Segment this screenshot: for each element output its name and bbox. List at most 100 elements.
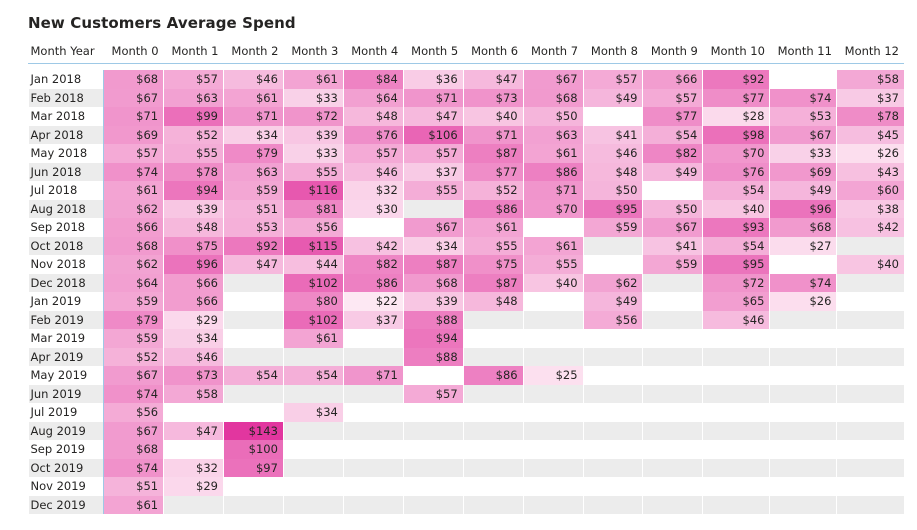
row-label: Dec 2018 bbox=[28, 273, 105, 292]
heatmap-cell bbox=[769, 310, 837, 329]
heatmap-cell: $95 bbox=[702, 255, 770, 274]
heatmap-cell: $98 bbox=[702, 125, 770, 144]
heatmap-cell bbox=[223, 292, 284, 311]
column-header[interactable]: Month 10 bbox=[702, 41, 770, 64]
heatmap-cell: $63 bbox=[223, 162, 284, 181]
heatmap-cell: $74 bbox=[769, 88, 837, 107]
heatmap-cell: $68 bbox=[103, 236, 164, 255]
heatmap-cell bbox=[282, 477, 344, 496]
heatmap-cell: $36 bbox=[402, 70, 464, 89]
column-header[interactable]: Month 9 bbox=[642, 41, 703, 64]
heatmap-cell: $62 bbox=[103, 199, 164, 218]
heatmap-cell: $37 bbox=[342, 310, 404, 329]
heatmap-cell: $92 bbox=[223, 236, 284, 255]
heatmap-cell bbox=[582, 255, 643, 274]
column-header[interactable]: Month 6 bbox=[463, 41, 524, 64]
row-label: Mar 2019 bbox=[28, 329, 105, 348]
row-label: Dec 2019 bbox=[28, 495, 105, 514]
heatmap-cell: $57 bbox=[642, 88, 703, 107]
heatmap-cell bbox=[582, 403, 643, 422]
row-label: Mar 2018 bbox=[28, 107, 105, 126]
heatmap-cell bbox=[836, 310, 904, 329]
heatmap-cell: $26 bbox=[836, 144, 904, 163]
table-row: Jun 2018 $74 $78 $63 $55 $46 $37 $77 $86 $48 $49 $7… bbox=[28, 162, 904, 181]
heatmap-cell bbox=[836, 440, 904, 459]
table-row: Sep 2018 $66 $48 $53 $56 $67 $61 $59 $67 $93 $68 $4… bbox=[28, 218, 904, 237]
table-row: Mar 2018 $71 $99 $71 $72 $48 $47 $40 $50 $77 $28 $5… bbox=[28, 107, 904, 126]
heatmap-cell bbox=[582, 440, 643, 459]
heatmap-cell bbox=[582, 421, 643, 440]
heatmap-cell bbox=[163, 495, 224, 514]
row-label: Sep 2019 bbox=[28, 440, 105, 459]
column-header[interactable]: Month 1 bbox=[163, 41, 224, 64]
heatmap-cell: $70 bbox=[522, 199, 584, 218]
column-header[interactable]: Month 7 bbox=[523, 41, 584, 64]
heatmap-cell: $27 bbox=[769, 236, 837, 255]
heatmap-cell: $52 bbox=[462, 181, 524, 200]
column-header[interactable]: Month 3 bbox=[283, 41, 344, 64]
heatmap-cell: $54 bbox=[642, 125, 703, 144]
row-header[interactable]: Month Year bbox=[28, 41, 104, 64]
heatmap-cell: $43 bbox=[836, 162, 904, 181]
column-header[interactable]: Month 12 bbox=[836, 41, 904, 64]
heatmap-cell bbox=[769, 458, 837, 477]
heatmap-cell bbox=[642, 403, 703, 422]
heatmap-cell bbox=[702, 329, 770, 348]
heatmap-cell bbox=[769, 347, 837, 366]
heatmap-cell bbox=[769, 255, 837, 274]
table-row: Oct 2019 $74 $32 $97 bbox=[28, 458, 904, 477]
heatmap-cell: $50 bbox=[642, 199, 703, 218]
heatmap-cell bbox=[342, 421, 404, 440]
column-header[interactable]: Month 4 bbox=[343, 41, 404, 64]
column-header[interactable]: Month 8 bbox=[583, 41, 643, 64]
heatmap-cell: $77 bbox=[702, 88, 770, 107]
heatmap-cell: $32 bbox=[342, 181, 404, 200]
heatmap-cell: $39 bbox=[282, 125, 344, 144]
heatmap-cell: $25 bbox=[522, 366, 584, 385]
heatmap-cell bbox=[163, 440, 224, 459]
heatmap-cell: $74 bbox=[103, 384, 164, 403]
heatmap-cell: $64 bbox=[103, 273, 164, 292]
heatmap-cell: $52 bbox=[163, 125, 224, 144]
heatmap-cell: $40 bbox=[702, 199, 770, 218]
heatmap-cell: $96 bbox=[769, 199, 837, 218]
heatmap-cell: $57 bbox=[103, 144, 164, 163]
heatmap-cell bbox=[836, 236, 904, 255]
heatmap-cell: $26 bbox=[769, 292, 837, 311]
table-row: Dec 2018 $64 $66 $102 $86 $68 $87 $40 $62 $72 $74 bbox=[28, 273, 904, 292]
heatmap-cell: $66 bbox=[163, 292, 224, 311]
heatmap-cell: $115 bbox=[282, 236, 344, 255]
heatmap-cell: $67 bbox=[522, 70, 584, 89]
heatmap-cell: $61 bbox=[282, 329, 344, 348]
heatmap-cell bbox=[582, 495, 643, 514]
heatmap-cell bbox=[836, 403, 904, 422]
column-header[interactable]: Month 2 bbox=[223, 41, 284, 64]
heatmap-cell bbox=[642, 181, 703, 200]
heatmap-cell bbox=[522, 347, 584, 366]
column-header[interactable]: Month 5 bbox=[403, 41, 464, 64]
heatmap-cell: $86 bbox=[462, 199, 524, 218]
heatmap-cell: $33 bbox=[282, 88, 344, 107]
heatmap-cell bbox=[282, 458, 344, 477]
heatmap-cell: $50 bbox=[522, 107, 584, 126]
heatmap-cell: $49 bbox=[582, 292, 643, 311]
heatmap-cell bbox=[582, 107, 643, 126]
heatmap-cell: $102 bbox=[282, 310, 344, 329]
heatmap-cell: $58 bbox=[836, 70, 904, 89]
heatmap-cell: $94 bbox=[402, 329, 464, 348]
row-label: Jan 2019 bbox=[28, 292, 105, 311]
heatmap-cell: $46 bbox=[163, 347, 224, 366]
heatmap-cell bbox=[462, 347, 524, 366]
heatmap-cell bbox=[163, 403, 224, 422]
row-label: May 2018 bbox=[28, 144, 105, 163]
heatmap-cell: $70 bbox=[702, 144, 770, 163]
heatmap-cell bbox=[582, 236, 643, 255]
column-header[interactable]: Month 0 bbox=[103, 41, 164, 64]
heatmap-cell: $80 bbox=[282, 292, 344, 311]
table-row: Jul 2019 $56 $34 bbox=[28, 403, 904, 422]
heatmap-cell bbox=[769, 384, 837, 403]
heatmap-cell bbox=[642, 273, 703, 292]
column-header[interactable]: Month 11 bbox=[769, 41, 837, 64]
heatmap-cell: $53 bbox=[769, 107, 837, 126]
heatmap-cell: $68 bbox=[402, 273, 464, 292]
